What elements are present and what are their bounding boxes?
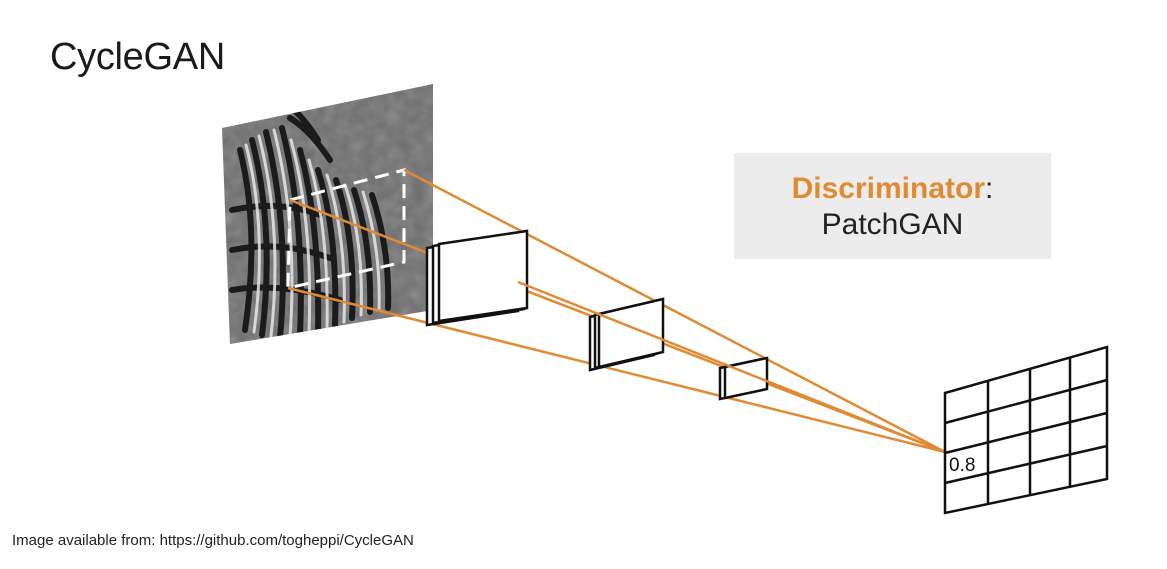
callout-separator: :: [985, 172, 994, 205]
dashed-patch-box: [286, 168, 406, 290]
feature-map-3: [718, 356, 769, 401]
receptive-field-lines-front: [517, 280, 946, 454]
output-cell-value: 0.8: [949, 455, 975, 476]
discriminator-callout: Discriminator: PatchGAN: [734, 153, 1051, 259]
callout-accent-text: Discriminator: [791, 172, 986, 205]
feature-map-2: [588, 297, 665, 372]
output-patch-grid: [943, 345, 1109, 515]
feature-map-1: [425, 229, 529, 327]
callout-subtitle: PatchGAN: [821, 208, 964, 241]
image-credit: Image available from: https://github.com…: [12, 532, 414, 549]
slide-title: CycleGAN: [50, 36, 225, 78]
